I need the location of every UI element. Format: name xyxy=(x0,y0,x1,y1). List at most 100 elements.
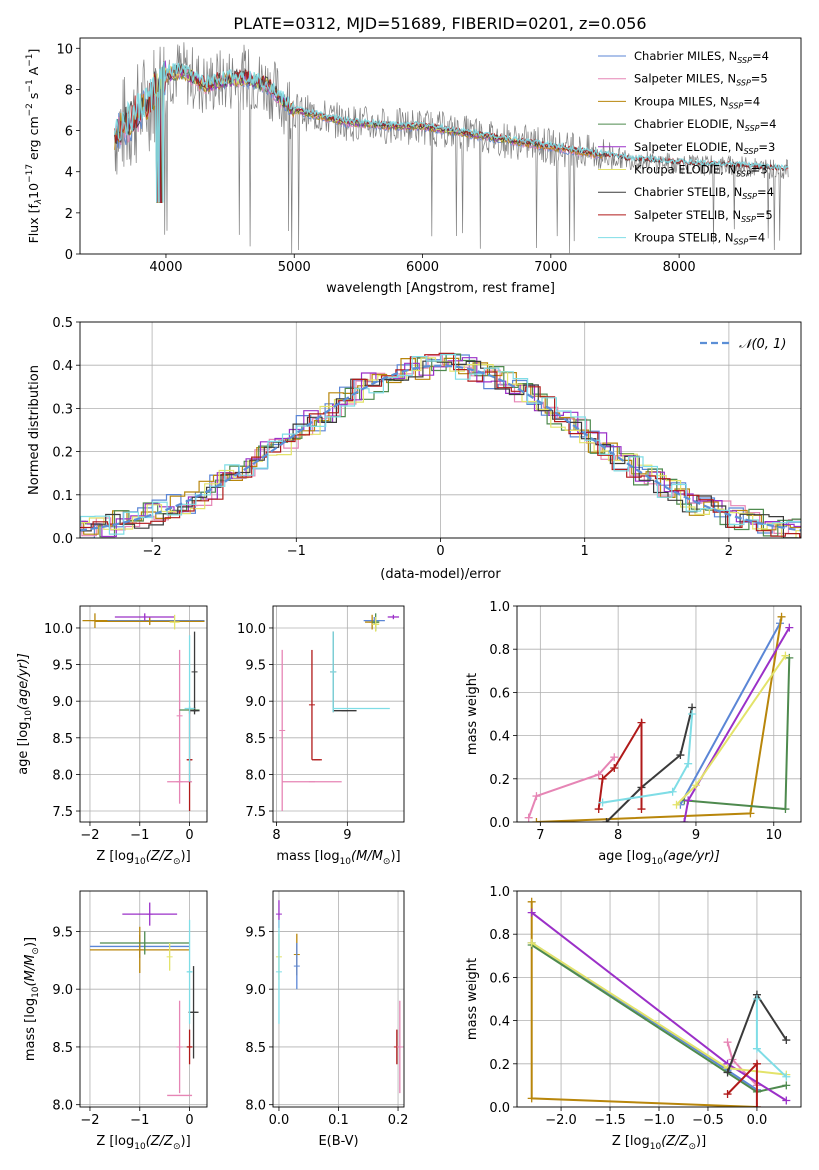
data-point xyxy=(598,798,607,807)
panel-residuals: −2 −1 0 1 2 0.0 0.1 0.2 0.3 0.4 0.5 𝒩(0, 1) (data-mo… xyxy=(27,316,802,582)
data-point xyxy=(785,623,794,632)
x-tick-label: 2 xyxy=(725,544,733,559)
data-point xyxy=(723,1090,732,1099)
y-tick-label: 8.0 xyxy=(245,768,266,783)
x-tick-label: 0.1 xyxy=(328,1113,349,1128)
y-tick-label: 8.5 xyxy=(245,1041,266,1056)
x-axis-label: (data-model)/error xyxy=(380,567,501,582)
y-tick-label: 0.4 xyxy=(489,730,510,745)
x-tick-label: −2.0 xyxy=(545,1113,577,1128)
y-tick-label: 8.5 xyxy=(245,732,266,747)
x-tick-label: −0.5 xyxy=(692,1113,724,1128)
y-axis-label: mass weight xyxy=(465,958,480,1040)
x-tick-label: −1 xyxy=(130,1113,149,1128)
panel-mass_vs_Z: −2 −1 0 8.0 8.5 9.0 9.5 Z [log10(Z/Z⊙)] mass [lo… xyxy=(23,890,208,1152)
y-tick-label: 0.2 xyxy=(489,773,510,788)
data-point xyxy=(594,805,603,814)
y-tick-label: 10.0 xyxy=(237,622,266,637)
x-axis-label: wavelength [Angstrom, rest frame] xyxy=(326,281,555,296)
y-tick-label: 0.4 xyxy=(489,1015,510,1030)
y-tick-label: 7.5 xyxy=(52,805,73,820)
plot-area-massweight_vs_age xyxy=(524,612,794,822)
y-tick-label: 0 xyxy=(65,248,73,263)
x-tick-label: 1 xyxy=(581,544,589,559)
data-point xyxy=(676,751,685,760)
panel-massweight_vs_age: 7 8 9 10 0.0 0.2 0.4 0.6 0.8 1.0 age [log10(age/yr… xyxy=(465,600,802,867)
data-point xyxy=(782,1081,791,1090)
y-tick-label: 8.5 xyxy=(52,1041,73,1056)
x-tick-label: 9 xyxy=(343,828,351,843)
x-tick-label: 0.0 xyxy=(269,1113,290,1128)
y-axis-label: Normed distribution xyxy=(27,365,42,495)
residual-histogram xyxy=(80,352,801,538)
y-tick-label: 0.1 xyxy=(52,489,73,504)
legend-entry: Kroupa STELIB, NSSP=4 xyxy=(634,231,765,247)
series-line xyxy=(605,707,694,822)
y-tick-label: 0.8 xyxy=(489,928,510,943)
y-tick-label: 0.4 xyxy=(52,359,73,374)
legend-entry: Chabrier STELIB, NSSP=4 xyxy=(634,185,774,201)
y-tick-label: 9.0 xyxy=(245,983,266,998)
x-tick-label: −1 xyxy=(287,544,306,559)
axes-frame xyxy=(516,605,802,823)
data-point xyxy=(524,813,533,822)
y-tick-label: 8.0 xyxy=(52,768,73,783)
x-tick-label: 0 xyxy=(436,544,444,559)
y-axis-label: mass [log10(M/M⊙)] xyxy=(23,937,41,1061)
series-line xyxy=(602,713,694,804)
axes-frame xyxy=(272,890,405,1108)
x-tick-label: 4000 xyxy=(149,260,182,275)
axes-frame xyxy=(79,605,208,823)
data-point xyxy=(684,759,693,768)
legend-entry: Kroupa ELODIE, NSSP=3 xyxy=(634,163,768,179)
residual-histogram xyxy=(80,355,801,537)
x-tick-label: 0.0 xyxy=(747,1113,768,1128)
data-point xyxy=(752,1103,761,1107)
data-point xyxy=(781,651,790,660)
legend-entry: Chabrier ELODIE, NSSP=4 xyxy=(634,117,776,133)
axes-frame xyxy=(516,890,802,1108)
axes-frame xyxy=(79,321,802,539)
data-point xyxy=(782,1036,791,1045)
y-tick-label: 0.2 xyxy=(489,1058,510,1073)
y-tick-label: 9.5 xyxy=(52,925,73,940)
y-tick-label: 1.0 xyxy=(489,885,510,900)
x-tick-label: 7 xyxy=(536,828,544,843)
panel-spectrum: 4000 5000 6000 7000 8000 0 2 4 6 8 10 Chabrier MILE… xyxy=(25,37,802,296)
y-tick-label: 8.0 xyxy=(245,1099,266,1114)
plot-area-spectrum xyxy=(113,42,789,254)
data-point xyxy=(602,818,611,822)
series-line xyxy=(679,622,781,806)
data-point xyxy=(527,938,536,947)
y-tick-label: 9.0 xyxy=(52,695,73,710)
y-tick-label: 1.0 xyxy=(489,600,510,615)
y-tick-label: 0.6 xyxy=(489,686,510,701)
data-point xyxy=(746,809,755,818)
data-point xyxy=(782,1096,791,1105)
y-tick-label: 10 xyxy=(56,42,73,57)
axes-frame xyxy=(79,890,208,1108)
x-tick-label: −1.5 xyxy=(594,1113,626,1128)
y-tick-label: 8.5 xyxy=(52,732,73,747)
y-tick-label: 0.0 xyxy=(489,816,510,831)
x-tick-label: 6000 xyxy=(406,260,439,275)
residual-histogram xyxy=(80,354,801,538)
data-point xyxy=(723,1068,732,1077)
data-point xyxy=(527,1094,536,1103)
plot-area-massweight_vs_Z xyxy=(527,897,791,1107)
x-tick-label: 0 xyxy=(185,828,193,843)
y-tick-label: 0.0 xyxy=(52,532,73,547)
y-tick-label: 10.0 xyxy=(44,622,73,637)
legend-entry: 𝒩(0, 1) xyxy=(739,337,786,352)
x-tick-label: 7000 xyxy=(534,260,567,275)
data-point xyxy=(532,792,541,801)
y-tick-label: 8 xyxy=(65,83,73,98)
y-tick-label: 2 xyxy=(65,207,73,222)
y-tick-label: 0.3 xyxy=(52,402,73,417)
data-point xyxy=(594,770,603,779)
data-point xyxy=(672,800,681,809)
data-point xyxy=(610,764,619,772)
axes-frame xyxy=(272,605,405,823)
